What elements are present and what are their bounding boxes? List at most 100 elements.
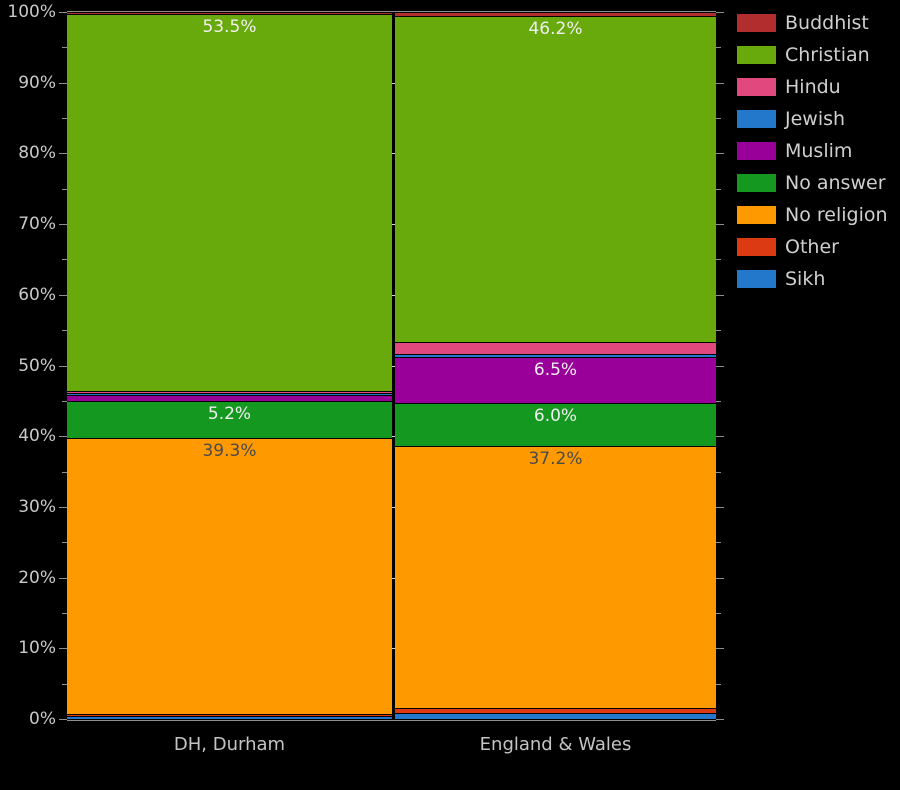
y-axis-label-100: 100% <box>7 2 56 22</box>
segment-no-religion-england-wales: 37.2% <box>395 445 716 709</box>
y-major-tick-10 <box>59 648 67 650</box>
y-axis-label-30: 30% <box>18 496 56 517</box>
y-axis-label-70: 70% <box>18 214 56 235</box>
segment-other-dh-durham <box>67 714 392 717</box>
y-axis-label-80: 80% <box>18 143 56 164</box>
gap-gridline-60 <box>392 294 395 296</box>
y-major-tick-90-right <box>716 82 724 84</box>
y-minor-tick-55-right <box>716 330 721 332</box>
legend-swatch-christian <box>737 46 776 64</box>
segment-christian-dh-durham: 53.5% <box>67 14 392 391</box>
segment-other-england-wales <box>395 708 716 713</box>
segment-value-label-christian-england-wales: 46.2% <box>528 18 583 39</box>
gap-gridline-90 <box>392 82 395 84</box>
gap-gridline-50 <box>392 365 395 367</box>
legend-swatch-muslim <box>737 142 776 160</box>
y-minor-tick-35 <box>62 471 67 473</box>
segment-no-religion-dh-durham: 39.3% <box>67 437 392 715</box>
y-major-tick-60 <box>59 294 67 296</box>
gap-gridline-70 <box>392 224 395 226</box>
segment-no-answer-dh-durham: 5.2% <box>67 401 392 438</box>
x-label-dh-durham: DH, Durham <box>173 734 286 755</box>
y-minor-tick-75 <box>62 188 67 190</box>
y-major-tick-30 <box>59 506 67 508</box>
segment-sikh-england-wales <box>395 712 716 719</box>
legend-label-sikh: Sikh <box>785 267 826 290</box>
y-major-tick-20 <box>59 577 67 579</box>
segment-buddhist-dh-durham <box>67 12 392 15</box>
y-minor-tick-25 <box>62 542 67 544</box>
y-major-tick-0 <box>59 719 67 720</box>
segment-no-answer-england-wales: 6.0% <box>395 403 716 446</box>
segment-hindu-england-wales <box>395 341 716 354</box>
legend-item-buddhist: Buddhist <box>737 11 888 34</box>
bar-england-wales: 46.2% 6.5% 6.0% 37.2% <box>395 12 716 719</box>
y-minor-tick-5 <box>62 683 67 685</box>
segment-muslim-england-wales: 6.5% <box>395 357 716 404</box>
legend-item-no-answer: No answer <box>737 171 888 194</box>
y-minor-tick-95-right <box>716 47 721 49</box>
legend-swatch-no-answer <box>737 174 776 192</box>
segment-muslim-dh-durham <box>67 394 392 402</box>
y-axis-label-40: 40% <box>18 426 56 447</box>
legend-swatch-other <box>737 238 776 256</box>
legend-swatch-sikh <box>737 270 776 288</box>
y-minor-tick-65 <box>62 259 67 261</box>
gap-gridline-20 <box>392 577 395 579</box>
legend-label-christian: Christian <box>785 43 870 66</box>
y-major-tick-50 <box>59 365 67 367</box>
y-major-tick-90 <box>59 82 67 84</box>
legend-label-muslim: Muslim <box>785 139 853 162</box>
y-major-tick-40 <box>59 436 67 438</box>
y-minor-tick-15-right <box>716 612 721 614</box>
segment-hindu-dh-durham <box>67 390 392 394</box>
segment-christian-england-wales: 46.2% <box>395 15 716 342</box>
segment-buddhist-england-wales <box>395 12 716 16</box>
y-minor-tick-55 <box>62 330 67 332</box>
segment-value-label-muslim-england-wales: 6.5% <box>533 360 578 381</box>
y-minor-tick-95 <box>62 47 67 49</box>
legend-item-hindu: Hindu <box>737 77 888 96</box>
legend-item-jewish: Jewish <box>737 107 888 130</box>
legend-label-buddhist: Buddhist <box>785 11 869 34</box>
y-minor-tick-75-right <box>716 188 721 190</box>
segment-value-label-christian-dh-durham: 53.5% <box>202 17 257 38</box>
y-major-tick-10-right <box>716 648 724 650</box>
y-axis-label-50: 50% <box>18 355 56 376</box>
y-major-tick-0-right <box>716 719 724 720</box>
y-major-tick-60-right <box>716 294 724 296</box>
segment-value-label-no-religion-dh-durham: 39.3% <box>202 440 257 461</box>
plot-bottom-border <box>67 720 716 721</box>
segment-value-label-no-religion-england-wales: 37.2% <box>528 448 583 469</box>
plot-top-border <box>67 11 716 12</box>
y-major-tick-40-right <box>716 436 724 438</box>
legend-item-other: Other <box>737 235 888 258</box>
segment-value-label-no-answer-dh-durham: 5.2% <box>207 404 252 425</box>
y-major-tick-100-right <box>716 12 724 13</box>
gap-gridline-10 <box>392 648 395 650</box>
y-axis-label-10: 10% <box>18 638 56 659</box>
legend-label-jewish: Jewish <box>785 107 846 130</box>
legend-label-other: Other <box>785 235 839 258</box>
gap-gridline-30 <box>392 506 395 508</box>
y-minor-tick-45 <box>62 400 67 402</box>
y-axis-label-60: 60% <box>18 284 56 305</box>
legend-swatch-hindu <box>737 78 776 96</box>
y-major-tick-50-right <box>716 365 724 367</box>
y-axis-label-90: 90% <box>18 72 56 93</box>
legend-item-christian: Christian <box>737 43 888 66</box>
y-major-tick-20-right <box>716 577 724 579</box>
legend-swatch-no-religion <box>737 206 776 224</box>
y-axis-label-20: 20% <box>18 567 56 588</box>
y-major-tick-70-right <box>716 224 724 226</box>
y-major-tick-80-right <box>716 153 724 155</box>
legend-item-no-religion: No religion <box>737 205 888 224</box>
legend-label-no-answer: No answer <box>785 171 886 194</box>
y-minor-tick-85 <box>62 118 67 120</box>
legend-item-sikh: Sikh <box>737 267 888 290</box>
gap-gridline-80 <box>392 153 395 155</box>
legend-swatch-buddhist <box>737 14 776 32</box>
segment-jewish-dh-durham <box>67 393 392 395</box>
bar-dh-durham: 53.5% 5.2% 39.3% <box>67 12 392 719</box>
